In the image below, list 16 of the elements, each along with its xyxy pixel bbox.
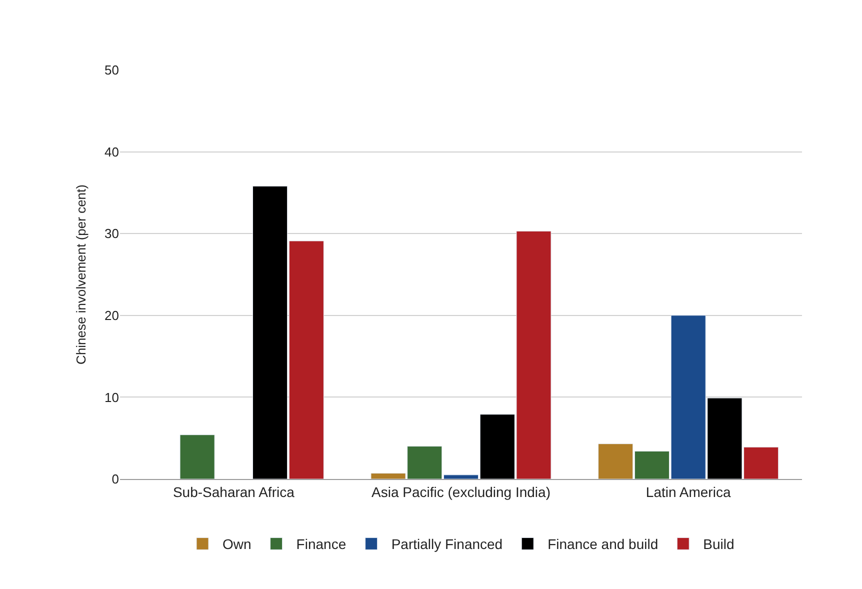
bar [180, 434, 215, 479]
legend-label: Own [222, 536, 252, 552]
legend-label: Build [703, 536, 734, 552]
x-tick-label: Asia Pacific (excluding India) [372, 484, 550, 500]
y-tick-label: 50 [104, 62, 119, 78]
y-tick-label: 10 [104, 390, 119, 405]
x-tick-label: Sub-Saharan Africa [172, 484, 295, 500]
y-axis-title: Chinese involvement (per cent) [73, 184, 88, 364]
legend-label: Finance [296, 536, 346, 552]
legend-label: Partially Financed [391, 536, 503, 552]
legend-label: Finance and build [548, 536, 658, 552]
y-tick-label: 40 [104, 144, 119, 160]
y-tick-label: 30 [104, 226, 119, 242]
y-tick-label: 20 [104, 308, 119, 323]
x-tick-label: Latin America [646, 484, 731, 500]
y-tick-label: 0 [112, 472, 119, 487]
